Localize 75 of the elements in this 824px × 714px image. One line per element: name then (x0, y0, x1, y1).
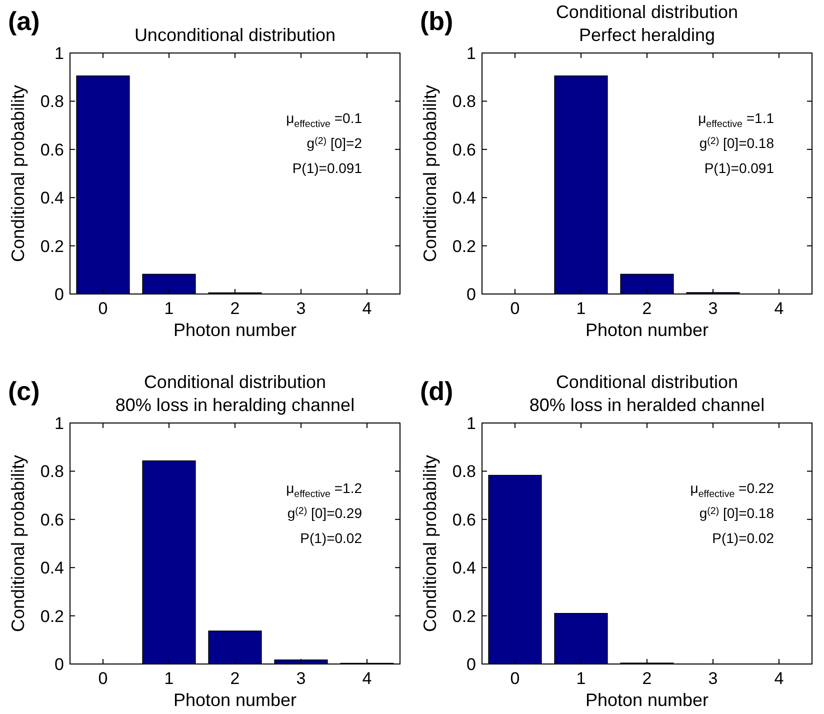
text: (b) (420, 6, 454, 36)
annotation: g$^{(2)}$ [0]=0.18 (699, 505, 774, 521)
chart-title: Conditional distribution (556, 2, 738, 22)
x-tick-label: 3 (708, 299, 718, 318)
y-tick-label: 0.4 (452, 188, 476, 208)
y-tick-label: 0 (54, 654, 64, 674)
text: (a) (8, 6, 40, 36)
x-tick-label: 2 (230, 299, 240, 318)
y-tick-label: 1 (466, 414, 476, 433)
y-tick-label: 0.4 (40, 558, 64, 578)
chart-title: Conditional distribution (144, 372, 326, 392)
x-tick-label: 2 (230, 669, 240, 688)
y-tick-label: 0.8 (452, 92, 476, 112)
annotation: P(1)=0.02 (300, 530, 362, 546)
x-tick-label: 0 (510, 669, 520, 688)
y-tick-label: 0.6 (40, 140, 64, 160)
text: (d) (420, 376, 454, 406)
annotation: P(1)=0.091 (704, 160, 774, 176)
y-tick-label: 0.2 (452, 236, 476, 256)
y-tick-label: 0 (466, 654, 476, 674)
chart-subtitle: Perfect heralding (578, 25, 716, 45)
y-tick-label: 1 (54, 414, 64, 433)
annotation: μ$_{effective}$ =1.2 (286, 480, 362, 500)
y-tick-label: 1 (54, 44, 64, 63)
chart-title: Conditional distribution (556, 372, 738, 392)
y-tick-label: 0.2 (40, 606, 64, 626)
y-tick-label: 0.8 (40, 462, 64, 482)
y-tick-label: 1 (466, 44, 476, 63)
chart-title: Unconditional distribution (134, 25, 336, 45)
y-tick-label: 0.4 (40, 188, 64, 208)
y-axis-title: Conditional probability (8, 454, 28, 632)
x-axis-title: Photon number (173, 690, 297, 710)
y-axis-title: Conditional probability (8, 84, 28, 262)
x-tick-label: 0 (98, 669, 108, 688)
annotation: μ$_{effective}$ =0.22 (690, 480, 774, 500)
annotation: μ$_{effective}$ =0.1 (286, 110, 362, 130)
y-tick-label: 0.8 (452, 462, 476, 482)
x-tick-label: 1 (576, 669, 586, 688)
x-axis-title: Photon number (585, 320, 709, 340)
x-axis-title: Photon number (173, 320, 297, 340)
annotation: g$^{(2)}$ [0]=0.18 (699, 135, 774, 151)
annotation: P(1)=0.091 (292, 160, 362, 176)
annotation: g$^{(2)}$ [0]=2 (306, 135, 362, 151)
y-tick-label: 0.2 (452, 606, 476, 626)
y-tick-label: 0.6 (40, 510, 64, 530)
y-axis-title: Conditional probability (420, 84, 440, 262)
y-tick-label: 0 (54, 284, 64, 304)
x-tick-label: 4 (774, 669, 784, 688)
y-tick-label: 0.8 (40, 92, 64, 112)
y-tick-label: 0.6 (452, 510, 476, 530)
y-axis-title: Conditional probability (420, 454, 440, 632)
x-tick-label: 1 (164, 299, 174, 318)
x-tick-label: 3 (708, 669, 718, 688)
annotation: g$^{(2)}$ [0]=0.29 (287, 505, 362, 521)
x-tick-label: 2 (642, 669, 652, 688)
text: (c) (8, 376, 40, 406)
y-tick-label: 0 (466, 284, 476, 304)
x-tick-label: 0 (98, 299, 108, 318)
x-tick-label: 2 (642, 299, 652, 318)
x-tick-label: 4 (362, 669, 372, 688)
y-tick-label: 0.2 (40, 236, 64, 256)
x-tick-label: 3 (296, 669, 306, 688)
y-tick-label: 0.4 (452, 558, 476, 578)
chart-subtitle: 80% loss in heralding channel (115, 395, 355, 415)
y-tick-label: 0.6 (452, 140, 476, 160)
x-tick-label: 1 (576, 299, 586, 318)
x-tick-label: 1 (164, 669, 174, 688)
x-tick-label: 0 (510, 299, 520, 318)
x-axis-title: Photon number (585, 690, 709, 710)
x-tick-label: 3 (296, 299, 306, 318)
annotation: μ$_{effective}$ =1.1 (698, 110, 774, 130)
annotation: P(1)=0.02 (712, 530, 774, 546)
x-tick-label: 4 (774, 299, 784, 318)
chart-subtitle: 80% loss in heralded channel (529, 395, 765, 415)
x-tick-label: 4 (362, 299, 372, 318)
